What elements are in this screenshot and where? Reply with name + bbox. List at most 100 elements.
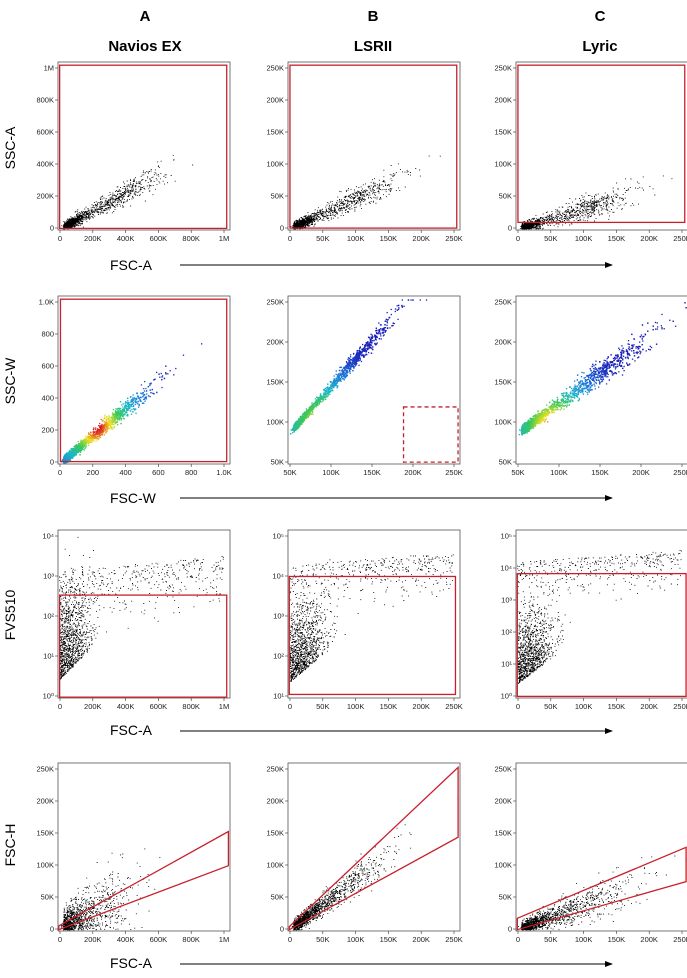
row1-ylabel: SSC-A [2,126,18,169]
density-event [143,387,145,390]
density-event [105,420,107,423]
density-event [69,454,71,457]
density-event [105,416,108,418]
density-event [126,414,129,416]
density-event [98,424,100,427]
density-event [374,342,376,345]
density-event [336,381,338,384]
density-event [114,420,116,422]
density-event [69,459,71,461]
density-event [315,405,317,408]
density-event [382,335,385,337]
density-event [364,346,366,348]
row1-xlabel: FSC-A [110,257,153,273]
density-event [122,413,124,415]
y-tick-label: 0 [508,224,512,233]
density-event [131,400,134,403]
density-event [333,384,335,387]
density-event [331,382,334,384]
density-event [71,452,74,455]
density-event [345,365,347,367]
density-event [113,426,116,428]
density-event [336,386,339,388]
density-event [365,348,367,350]
density-event [135,398,137,401]
density-event [312,413,314,415]
density-event [358,357,361,359]
density-event [333,379,335,382]
density-event [393,322,395,325]
density-event [63,459,65,462]
density-event [358,364,360,367]
density-event [121,408,124,411]
density-event [361,354,364,357]
density-event [92,438,94,440]
density-event [355,361,357,363]
density-event [354,355,357,357]
density-event [77,447,79,450]
density-event [348,359,350,362]
density-event [118,416,120,418]
density-event [111,423,113,425]
density-event [139,400,141,402]
density-event [93,435,95,438]
density-event [138,403,140,406]
density-event [373,339,375,342]
density-event [310,413,313,415]
density-event [161,376,163,378]
density-event [339,379,341,381]
density-event [111,420,113,422]
density-event [77,449,80,452]
density-event [83,449,86,451]
density-event [118,411,120,413]
density-event [305,411,307,413]
density-event [99,434,102,436]
density-event [323,388,326,390]
density-event [135,397,138,400]
density-event [346,370,348,372]
density-event [344,368,346,371]
y-tick-label: 250K [494,64,512,73]
density-event [105,422,108,424]
density-event [107,428,109,430]
density-event [345,361,348,363]
density-event [83,442,85,444]
density-event [87,440,89,442]
density-event [366,343,368,345]
density-event [322,393,325,395]
y-tick-label: 250K [266,64,284,73]
x-tick-label: 100K [322,468,340,477]
event-dots [290,299,428,435]
density-event [377,331,380,333]
density-event [78,450,80,452]
density-event [348,368,351,370]
x-tick-label: 600 [152,468,165,477]
density-event [158,373,160,375]
density-event [69,456,71,458]
density-event [118,407,121,410]
density-event [115,411,118,413]
density-event [348,369,351,372]
density-event [339,372,341,374]
density-event [73,449,76,451]
density-event [84,438,86,440]
density-event [103,434,105,436]
density-event [63,456,65,458]
y-tick-label: 400 [41,394,54,403]
density-event [330,390,332,393]
density-event [327,386,329,389]
density-event [109,420,111,422]
density-event [144,400,146,402]
density-event [92,440,94,442]
density-event [105,429,107,431]
density-event [156,371,158,374]
density-event [66,457,68,459]
density-event [71,453,73,456]
density-event [100,428,102,430]
density-event [340,374,342,376]
density-event [88,439,90,441]
density-event [123,410,125,412]
density-event [312,407,315,409]
density-event [127,405,130,407]
density-event [150,382,152,384]
